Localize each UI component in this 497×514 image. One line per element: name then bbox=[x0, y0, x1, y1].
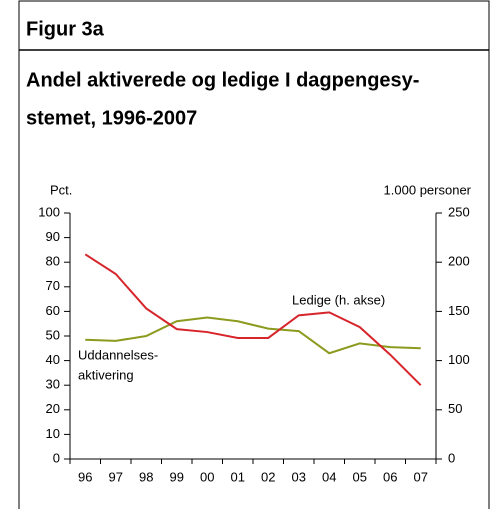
x-tick-label: 04 bbox=[322, 469, 336, 484]
x-tick-label: 99 bbox=[170, 469, 184, 484]
annotation: aktivering bbox=[78, 367, 134, 382]
y2-tick-label: 100 bbox=[448, 352, 470, 367]
x-tick-label: 03 bbox=[292, 469, 306, 484]
y2-tick-label: 50 bbox=[448, 401, 462, 416]
y-tick-label: 70 bbox=[46, 278, 60, 293]
x-tick-label: 01 bbox=[231, 469, 245, 484]
chart-title: Andel aktiverede og ledige I dagpengesy- bbox=[26, 69, 419, 91]
x-tick-label: 00 bbox=[200, 469, 214, 484]
y-tick-label: 20 bbox=[46, 401, 60, 416]
y-axis-label: Pct. bbox=[50, 182, 72, 197]
frame bbox=[18, 0, 490, 514]
y-tick-label: 0 bbox=[53, 450, 60, 465]
y-tick-label: 100 bbox=[38, 204, 60, 219]
y-tick-label: 60 bbox=[46, 303, 60, 318]
x-tick-label: 97 bbox=[109, 469, 123, 484]
x-tick-label: 07 bbox=[414, 469, 428, 484]
y2-tick-label: 200 bbox=[448, 254, 470, 269]
x-tick-label: 98 bbox=[139, 469, 153, 484]
y2-axis-label: 1.000 personer bbox=[384, 182, 472, 197]
y-tick-label: 90 bbox=[46, 229, 60, 244]
x-tick-label: 06 bbox=[383, 469, 397, 484]
y-tick-label: 50 bbox=[46, 327, 60, 342]
y-tick-label: 80 bbox=[46, 254, 60, 269]
y-tick-label: 40 bbox=[46, 352, 60, 367]
series-line bbox=[85, 316, 421, 355]
x-tick-label: 05 bbox=[353, 469, 367, 484]
y2-tick-label: 250 bbox=[448, 204, 470, 219]
x-tick-label: 96 bbox=[78, 469, 92, 484]
annotation: Uddannelses- bbox=[78, 347, 158, 362]
y-tick-label: 10 bbox=[46, 426, 60, 441]
annotation: Ledige (h. akse) bbox=[292, 292, 385, 307]
series-line bbox=[84, 253, 422, 386]
y2-tick-label: 0 bbox=[448, 450, 455, 465]
header: Figur 3a bbox=[26, 18, 105, 40]
y-tick-label: 30 bbox=[46, 377, 60, 392]
y2-tick-label: 150 bbox=[448, 303, 470, 318]
x-tick-label: 02 bbox=[261, 469, 275, 484]
chart-title: stemet, 1996-2007 bbox=[26, 107, 197, 129]
